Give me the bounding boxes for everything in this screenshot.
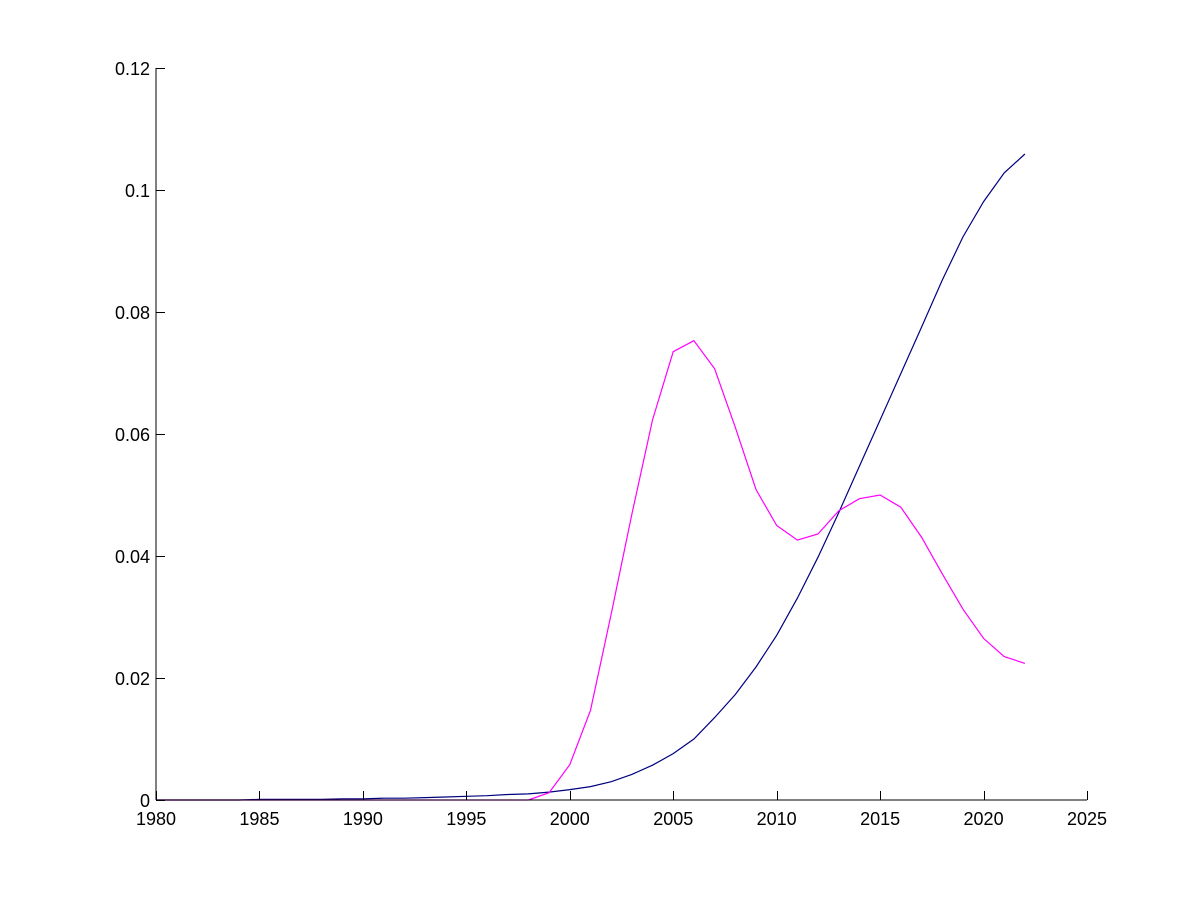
x-tick-label: 2010 — [757, 809, 797, 829]
series-line-1 — [156, 153, 1026, 801]
axes-layer: 1980 1985 1990 1995 2000 2005 2010 2015 2020 2025… — [115, 59, 1107, 829]
y-tick-label: 0.06 — [115, 425, 150, 445]
y-tick-label: 0.04 — [115, 547, 150, 567]
x-tick-label: 2005 — [653, 809, 693, 829]
x-tick-label: 1980 — [136, 809, 176, 829]
y-tick-label: 0.12 — [115, 59, 150, 79]
x-tick-label: 2000 — [550, 809, 590, 829]
x-tick-label: 2015 — [860, 809, 900, 829]
x-tick-label: 2020 — [964, 809, 1004, 829]
y-tick-label: 0.02 — [115, 669, 150, 689]
series-layer — [156, 153, 1026, 801]
x-tick-label: 1995 — [446, 809, 486, 829]
y-tick-label: 0.1 — [125, 181, 150, 201]
y-tick-label: 0.08 — [115, 303, 150, 323]
series-line-2 — [156, 339, 1026, 801]
y-tick-label: 0 — [140, 791, 150, 811]
x-tick-label: 1985 — [239, 809, 279, 829]
x-tick-label: 2025 — [1067, 809, 1107, 829]
x-tick-label: 1990 — [343, 809, 383, 829]
